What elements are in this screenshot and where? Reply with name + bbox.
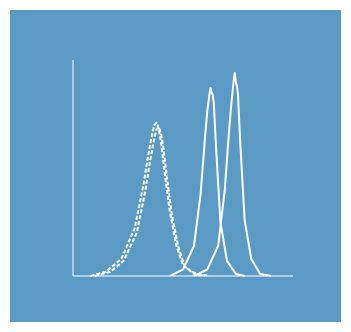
series-line-4 [193,72,272,277]
chart-panel [10,10,341,322]
series-line-1 [90,121,206,277]
line-chart [72,60,293,277]
series-line-3 [169,87,245,277]
series-line-2 [94,126,210,277]
